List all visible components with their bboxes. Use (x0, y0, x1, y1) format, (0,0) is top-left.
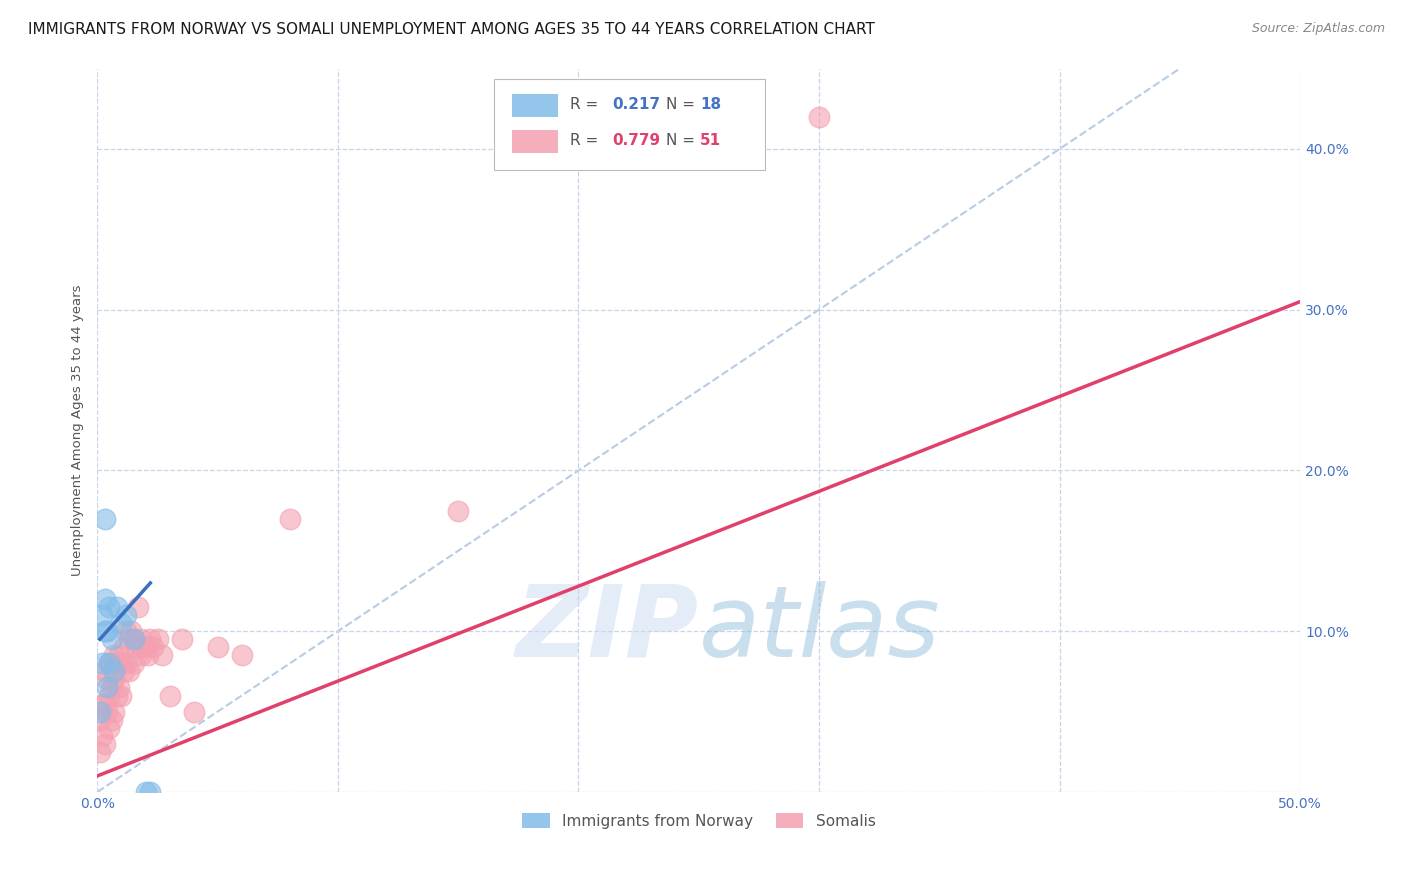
Point (142, 640, 165, 655)
Point (120, 624, 142, 639)
Text: Source: ZipAtlas.com: Source: ZipAtlas.com (1251, 22, 1385, 36)
Point (98, 600, 121, 615)
Point (91, 608, 114, 623)
Point (103, 648, 125, 663)
Text: 0.217: 0.217 (612, 97, 661, 112)
Point (103, 673, 125, 687)
Point (105, 689, 128, 703)
Point (91, 657, 114, 671)
Point (105, 600, 128, 615)
Point (136, 648, 159, 663)
Point (105, 657, 128, 671)
Point (447, 503, 470, 517)
Point (183, 705, 205, 719)
Point (98, 689, 121, 703)
Point (118, 632, 141, 647)
Point (150, 648, 173, 663)
Point (110, 616, 132, 631)
Point (115, 608, 138, 623)
Point (170, 632, 193, 647)
Point (278, 511, 301, 525)
Point (108, 681, 131, 695)
Point (91, 729, 114, 743)
Point (98, 721, 121, 735)
Point (129, 648, 152, 663)
Text: ZIP: ZIP (516, 581, 699, 678)
Point (89, 713, 111, 727)
Point (146, 632, 169, 647)
Point (93, 592, 115, 607)
Point (93, 697, 115, 711)
Point (101, 632, 124, 647)
Point (98, 657, 121, 671)
Point (103, 665, 125, 679)
Point (118, 665, 141, 679)
Text: 0.779: 0.779 (612, 134, 661, 148)
Legend: Immigrants from Norway, Somalis: Immigrants from Norway, Somalis (516, 807, 882, 835)
Text: atlas: atlas (699, 581, 941, 678)
Point (110, 689, 132, 703)
Point (93, 665, 115, 679)
Text: IMMIGRANTS FROM NORWAY VS SOMALI UNEMPLOYMENT AMONG AGES 35 TO 44 YEARS CORRELAT: IMMIGRANTS FROM NORWAY VS SOMALI UNEMPLO… (28, 22, 875, 37)
Point (135, 640, 157, 655)
Point (115, 657, 138, 671)
Y-axis label: Unemployment Among Ages 35 to 44 years: Unemployment Among Ages 35 to 44 years (72, 285, 84, 576)
FancyBboxPatch shape (495, 79, 765, 169)
Point (115, 624, 138, 639)
Point (89, 705, 111, 719)
Point (127, 600, 149, 615)
Point (101, 681, 124, 695)
Point (110, 657, 132, 671)
Point (112, 640, 135, 655)
Point (91, 697, 114, 711)
Text: R =: R = (569, 134, 599, 148)
Point (101, 713, 124, 727)
Point (135, 785, 157, 799)
Point (93, 511, 115, 525)
Point (139, 632, 162, 647)
Point (122, 632, 145, 647)
Point (112, 665, 135, 679)
Text: 18: 18 (700, 97, 721, 112)
Point (231, 648, 253, 663)
Point (808, 110, 831, 124)
Point (89, 745, 111, 759)
Point (207, 640, 229, 655)
Point (122, 657, 145, 671)
Text: 51: 51 (700, 134, 721, 148)
Point (93, 624, 115, 639)
Text: R =: R = (569, 97, 599, 112)
Point (122, 632, 145, 647)
Point (96, 624, 118, 639)
Text: N =: N = (666, 97, 696, 112)
Point (96, 681, 118, 695)
Point (98, 657, 121, 671)
Point (159, 689, 181, 703)
Point (96, 673, 118, 687)
Text: N =: N = (666, 134, 696, 148)
Point (139, 785, 162, 799)
FancyBboxPatch shape (512, 94, 558, 117)
Point (96, 705, 118, 719)
FancyBboxPatch shape (512, 130, 558, 153)
Point (132, 640, 155, 655)
Point (103, 705, 125, 719)
Point (125, 640, 148, 655)
Point (129, 632, 152, 647)
Point (108, 648, 131, 663)
Point (93, 737, 115, 751)
